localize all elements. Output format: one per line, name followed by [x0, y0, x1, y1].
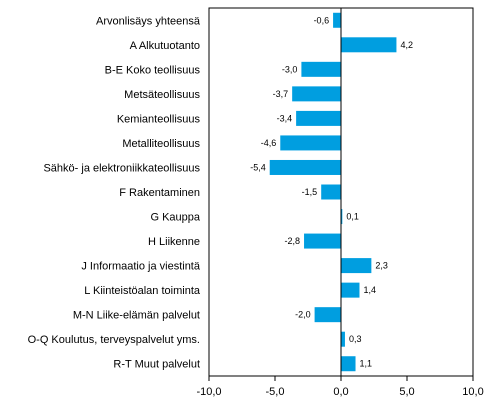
category-label: Metalliteollisuus: [122, 138, 200, 150]
bars-group: [269, 12, 397, 372]
value-label: 1,1: [360, 359, 373, 369]
x-axis: -10,0 -5,0 0,0 5,0 10,0: [196, 8, 484, 398]
value-label: -3,7: [273, 89, 289, 99]
bar: [304, 233, 341, 249]
bar: [341, 209, 343, 225]
value-label: -3,4: [277, 113, 293, 123]
category-label: O-Q Koulutus, terveyspalvelut yms.: [28, 334, 200, 346]
category-label: J Informaatio ja viestintä: [81, 261, 200, 273]
value-label: -0,6: [314, 15, 330, 25]
bar: [292, 86, 341, 102]
bar: [333, 12, 341, 28]
x-tick-label: 10,0: [462, 386, 483, 398]
category-label: Kemianteollisuus: [117, 113, 201, 125]
bar: [280, 135, 341, 151]
value-label: -2,8: [285, 236, 301, 246]
value-label: -1,5: [302, 187, 318, 197]
value-label: 0,1: [346, 212, 359, 222]
category-label: Arvonlisäys yhteensä: [96, 15, 201, 27]
bar: [341, 356, 356, 372]
bar: [301, 61, 341, 77]
value-label: 1,4: [363, 285, 376, 295]
bar: [314, 307, 341, 323]
bar: [341, 282, 360, 298]
category-label: Sähkö- ja elektroniikkateollisuus: [43, 162, 200, 174]
x-tick-label: -5,0: [266, 386, 285, 398]
x-tick-label: 0,0: [333, 386, 348, 398]
category-label: G Kauppa: [150, 212, 200, 224]
category-label: Metsäteollisuus: [124, 89, 200, 101]
bar: [341, 37, 397, 53]
value-label: 0,3: [349, 334, 362, 344]
bar: [341, 258, 372, 274]
bar: [269, 159, 341, 175]
category-label: B-E Koko teollisuus: [105, 64, 201, 76]
bar: [341, 331, 345, 347]
category-label: M-N Liike-elämän palvelut: [73, 310, 200, 322]
value-label: -3,0: [282, 64, 298, 74]
category-label: H Liikenne: [148, 236, 200, 248]
value-label: -5,4: [250, 162, 266, 172]
category-label: R-T Muut palvelut: [113, 359, 200, 371]
value-label: 4,2: [400, 40, 413, 50]
value-label: 2,3: [375, 261, 388, 271]
category-labels-group: Arvonlisäys yhteensä A Alkutuotanto B-E Ko…: [28, 15, 201, 370]
bar: [296, 110, 341, 126]
bar: [321, 184, 341, 200]
category-label: A Alkutuotanto: [130, 40, 200, 52]
category-label: L Kiinteistöalan toiminta: [84, 285, 201, 297]
value-label: -2,0: [295, 310, 311, 320]
x-tick-label: -10,0: [196, 386, 221, 398]
value-label: -4,6: [261, 138, 277, 148]
value-labels-group: -0,6 4,2 -3,0 -3,7 -3,4 -4,6 -5,4 -1,5 0,1 -2,8 2,…: [250, 15, 413, 368]
x-tick-label: 5,0: [399, 386, 414, 398]
category-label: F Rakentaminen: [119, 187, 200, 199]
